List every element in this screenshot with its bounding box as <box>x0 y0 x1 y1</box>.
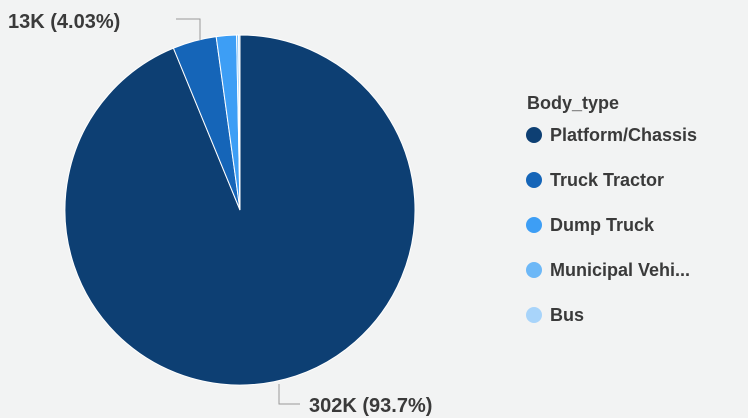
legend-marker-2 <box>526 217 542 233</box>
legend-marker-4 <box>526 307 542 323</box>
pie-slices <box>64 34 416 386</box>
pie-slice-bus[interactable] <box>238 34 241 211</box>
legend-marker-3 <box>526 262 542 278</box>
legend-item-label-1[interactable]: Truck Tractor <box>550 170 664 190</box>
legend-title: Body_type <box>527 93 619 113</box>
legend: Body_type Platform/Chassis Truck Tractor D… <box>526 93 697 325</box>
data-label-platform-chassis: 302K (93.7%) <box>309 395 432 417</box>
data-label-truck-tractor: 13K (4.03%) <box>8 11 120 33</box>
legend-item-label-3[interactable]: Municipal Vehi... <box>550 260 690 280</box>
legend-marker-0 <box>526 127 542 143</box>
leader-line-truck-tractor <box>176 18 201 40</box>
legend-marker-1 <box>526 172 542 188</box>
legend-item-label-4[interactable]: Bus <box>550 305 584 325</box>
legend-item-label-2[interactable]: Dump Truck <box>550 215 655 235</box>
legend-item-label-0[interactable]: Platform/Chassis <box>550 125 697 145</box>
leader-line-platform-chassis <box>278 384 300 405</box>
